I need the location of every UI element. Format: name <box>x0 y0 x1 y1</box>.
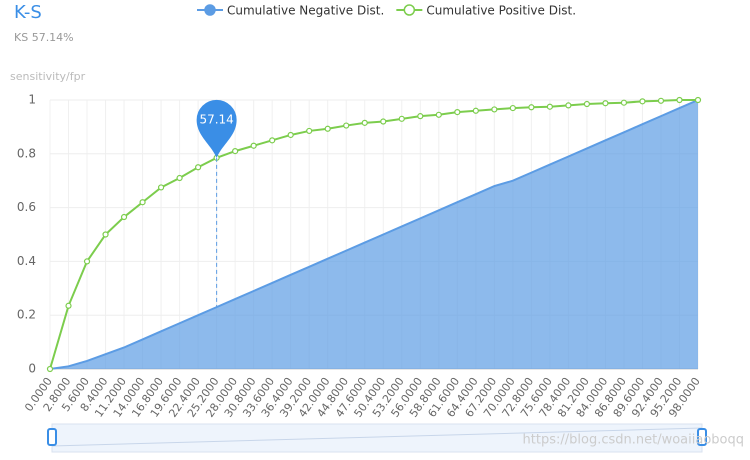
point <box>324 125 331 132</box>
point <box>417 113 424 120</box>
point <box>676 96 683 104</box>
legend-label: Cumulative Positive Dist. <box>426 4 576 18</box>
ks-pin <box>196 99 237 158</box>
point <box>398 115 405 122</box>
point <box>83 258 91 265</box>
chart-subtitle: KS 57.14% <box>14 31 74 44</box>
legend-label: Cumulative Negative Dist. <box>227 4 384 18</box>
ks-label: 57.14 <box>199 112 233 126</box>
point <box>46 365 54 373</box>
y-tick-label: 0.8 <box>17 146 36 160</box>
point <box>380 118 387 125</box>
point <box>435 111 442 118</box>
point <box>361 119 368 126</box>
line <box>49 99 699 370</box>
point <box>509 104 516 112</box>
point <box>602 100 609 107</box>
point <box>250 142 257 149</box>
point <box>528 104 535 111</box>
point <box>565 102 572 109</box>
data-zoom[interactable] <box>47 423 707 453</box>
legend-marker <box>204 4 216 16</box>
point <box>120 213 128 221</box>
y-tick-label: 0.2 <box>17 308 36 322</box>
point <box>472 107 479 114</box>
y-tick-label: 0.4 <box>17 254 36 268</box>
point <box>65 302 72 309</box>
legend-item: Cumulative Negative Dist. <box>197 4 384 18</box>
point <box>454 109 461 116</box>
legend-item: Cumulative Positive Dist. <box>396 4 576 18</box>
point <box>343 122 350 129</box>
area <box>50 100 698 369</box>
y-tick-label: 0.6 <box>17 200 36 214</box>
zoom-handle[interactable] <box>47 428 57 446</box>
point <box>176 174 183 182</box>
watermark: https://blog.csdn.net/woaiiaoboqq <box>523 433 744 448</box>
point <box>102 231 109 238</box>
zoom-handle[interactable] <box>697 428 707 446</box>
point <box>491 106 498 113</box>
point <box>639 98 646 105</box>
y-tick-label: 1 <box>28 93 36 107</box>
point <box>232 148 239 155</box>
zoom-preview <box>51 427 703 447</box>
point <box>657 97 665 104</box>
y-tick-label: 0 <box>28 362 36 376</box>
point <box>139 199 146 206</box>
point <box>620 99 628 106</box>
chart-title: K-S <box>14 2 42 23</box>
point <box>287 131 294 139</box>
point <box>157 184 165 191</box>
point <box>583 100 591 108</box>
point <box>306 127 313 135</box>
y-axis-label: sensitivity/fpr <box>10 70 86 83</box>
point <box>195 164 202 171</box>
point <box>694 96 702 104</box>
point <box>546 103 553 110</box>
legend-marker <box>403 4 416 16</box>
point <box>269 137 276 144</box>
